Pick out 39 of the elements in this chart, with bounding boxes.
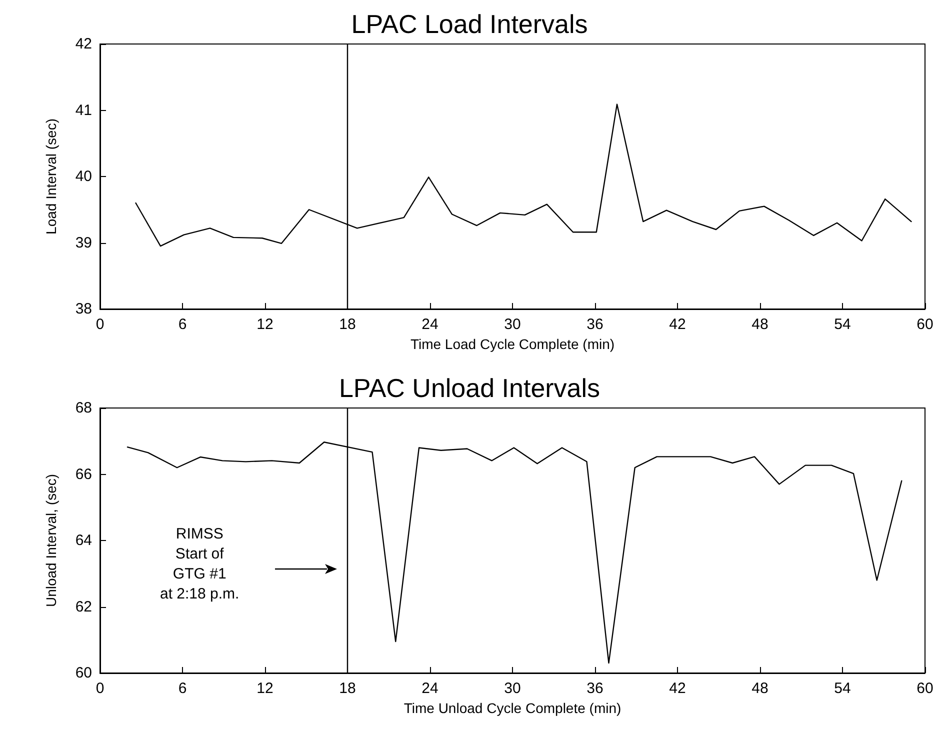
- x-tick-label: 54: [834, 680, 851, 697]
- x-tick-label: 18: [339, 316, 356, 333]
- y-tick-label: 39: [75, 234, 92, 252]
- y-tick-label: 60: [75, 664, 92, 682]
- x-tick-label: 6: [178, 316, 187, 333]
- y-tick-label: 38: [75, 300, 92, 318]
- y-tick-label: 62: [75, 598, 92, 616]
- y-axis-title: Load Interval (sec): [43, 118, 59, 234]
- y-axis-title: Unload Interval, (sec): [43, 474, 59, 608]
- chart-title: LPAC Load Intervals: [351, 9, 588, 39]
- x-tick-label: 6: [178, 680, 187, 697]
- x-tick-label: 36: [586, 316, 604, 333]
- x-tick-label: 48: [752, 316, 768, 333]
- y-tick-label: 41: [75, 102, 92, 119]
- x-tick-label: 0: [96, 316, 104, 333]
- y-tick-label: 40: [75, 168, 92, 185]
- x-axis-title: Time Load Cycle Complete (min): [410, 336, 615, 352]
- y-tick-label: 68: [75, 400, 92, 416]
- y-tick-label: 66: [75, 466, 92, 483]
- chart-title: LPAC Unload Intervals: [338, 373, 600, 403]
- x-tick-label: 42: [669, 680, 686, 697]
- x-tick-label: 12: [256, 316, 274, 333]
- x-tick-label: 60: [916, 316, 934, 333]
- y-tick-label: 42: [75, 36, 92, 52]
- x-tick-label: 12: [256, 680, 274, 697]
- x-tick-label: 18: [339, 680, 356, 697]
- x-tick-label: 36: [586, 680, 604, 697]
- x-tick-label: 0: [96, 680, 104, 697]
- x-tick-label: 48: [752, 680, 768, 697]
- x-axis-title: Time Unload Cycle Complete (min): [404, 700, 622, 716]
- annotation: RIMSS Start of GTG #1 at 2:18 p.m.: [160, 526, 240, 602]
- x-tick-label: 54: [834, 316, 851, 333]
- x-tick-label: 30: [504, 680, 521, 697]
- x-tick-label: 24: [422, 316, 438, 333]
- x-tick-label: 42: [669, 316, 686, 333]
- y-tick-label: 64: [75, 532, 92, 549]
- x-tick-label: 24: [422, 680, 438, 697]
- x-tick-label: 60: [916, 680, 934, 697]
- x-tick-label: 30: [504, 316, 521, 333]
